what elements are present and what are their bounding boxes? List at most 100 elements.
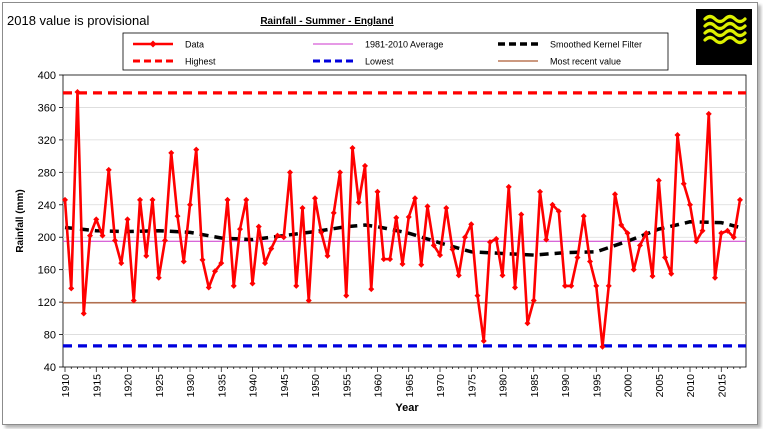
- data-point: [305, 297, 312, 304]
- data-point: [418, 261, 425, 268]
- data-point: [630, 266, 637, 273]
- data-point: [687, 201, 693, 208]
- data-point: [493, 235, 500, 242]
- x-tick-label: 2015: [716, 374, 728, 398]
- legend-item: Data: [133, 40, 204, 50]
- y-tick-label: 120: [38, 297, 56, 309]
- met-office-logo: Met Office: [696, 9, 752, 65]
- x-axis-label: Year: [395, 402, 419, 414]
- legend-label: 1981-2010 Average: [365, 40, 443, 50]
- data-point: [287, 169, 293, 176]
- x-tick-label: 1995: [591, 374, 603, 398]
- data-point: [137, 196, 143, 203]
- data-point: [680, 180, 687, 187]
- x-tick-label: 1925: [154, 374, 166, 398]
- data-point: [143, 252, 150, 259]
- data-point: [268, 245, 275, 252]
- data-point: [68, 285, 75, 292]
- data-point: [249, 280, 256, 287]
- data-point: [380, 256, 387, 263]
- data-point: [337, 169, 343, 176]
- data-point: [124, 216, 131, 223]
- y-tick-label: 160: [38, 265, 56, 277]
- data-point: [624, 230, 631, 237]
- data-point: [662, 254, 668, 261]
- data-point: [330, 209, 337, 216]
- data-point: [730, 234, 737, 241]
- x-tick-label: 1945: [279, 374, 291, 398]
- data-point: [168, 149, 175, 156]
- data-point: [362, 162, 368, 169]
- data-point: [105, 166, 112, 173]
- data-point: [612, 191, 618, 198]
- data-point: [605, 282, 612, 289]
- data-point: [324, 252, 331, 259]
- x-tick-label: 2010: [685, 374, 697, 398]
- data-point: [62, 196, 68, 203]
- legend-label: Data: [185, 40, 204, 50]
- data-point: [280, 234, 287, 241]
- y-axis-label: Rainfall (mm): [15, 189, 26, 252]
- data-point: [587, 258, 593, 265]
- data-point: [724, 227, 731, 234]
- x-tick-label: 1915: [91, 374, 103, 398]
- data-point: [205, 284, 212, 291]
- data-point: [262, 260, 268, 267]
- data-point: [499, 272, 506, 279]
- data-point: [193, 146, 200, 153]
- data-point: [243, 196, 250, 203]
- data-point: [349, 145, 356, 151]
- x-tick-label: 1955: [341, 374, 353, 398]
- data-point: [443, 205, 450, 212]
- data-point: [530, 297, 537, 304]
- data-point: [487, 239, 493, 246]
- data-point: [374, 188, 381, 195]
- x-tick-label: 1985: [529, 374, 541, 398]
- data-point: [112, 237, 118, 244]
- data-point: [505, 183, 512, 190]
- x-tick-label: 1965: [404, 374, 416, 398]
- data-point: [568, 282, 575, 289]
- data-point: [80, 310, 87, 317]
- x-tick-label: 1920: [123, 374, 135, 398]
- data-point: [87, 232, 93, 239]
- data-point: [212, 268, 218, 275]
- data-point: [693, 238, 700, 245]
- plot-area: [62, 74, 747, 368]
- data-point: [574, 254, 581, 261]
- rainfall-chart: 2018 value is provisional Rainfall - Sum…: [7, 9, 752, 414]
- y-tick-label: 200: [38, 232, 56, 244]
- legend-marker: [149, 40, 157, 48]
- data-point: [468, 221, 475, 228]
- data-point: [274, 232, 281, 239]
- data-point: [93, 216, 100, 223]
- data-point: [599, 343, 606, 350]
- y-tick-label: 360: [38, 102, 56, 114]
- data-point: [218, 260, 225, 267]
- data-point: [449, 246, 456, 253]
- data-point: [237, 226, 243, 233]
- x-tick-label: 1940: [248, 374, 260, 398]
- x-tick-label: 1980: [498, 374, 510, 398]
- data-point: [180, 258, 187, 265]
- data-point: [199, 256, 206, 263]
- data-point: [562, 282, 568, 289]
- legend-label: Most recent value: [550, 57, 621, 67]
- data-point: [668, 270, 675, 277]
- x-tick-label: 1975: [466, 374, 478, 398]
- data-point: [474, 292, 481, 299]
- data-point: [174, 213, 181, 220]
- data-point: [405, 213, 412, 220]
- data-point: [149, 196, 156, 203]
- legend-label: Smoothed Kernel Filter: [550, 40, 642, 50]
- data-point: [455, 272, 462, 279]
- data-point: [368, 286, 375, 293]
- y-tick-label: 240: [38, 200, 56, 212]
- x-tick-label: 2005: [654, 374, 666, 398]
- data-point: [718, 230, 725, 237]
- x-tick-label: 1950: [310, 374, 322, 398]
- legend-item: Most recent value: [498, 57, 621, 67]
- data-point: [580, 213, 587, 220]
- legend-item: Smoothed Kernel Filter: [498, 40, 642, 50]
- data-point: [312, 195, 318, 202]
